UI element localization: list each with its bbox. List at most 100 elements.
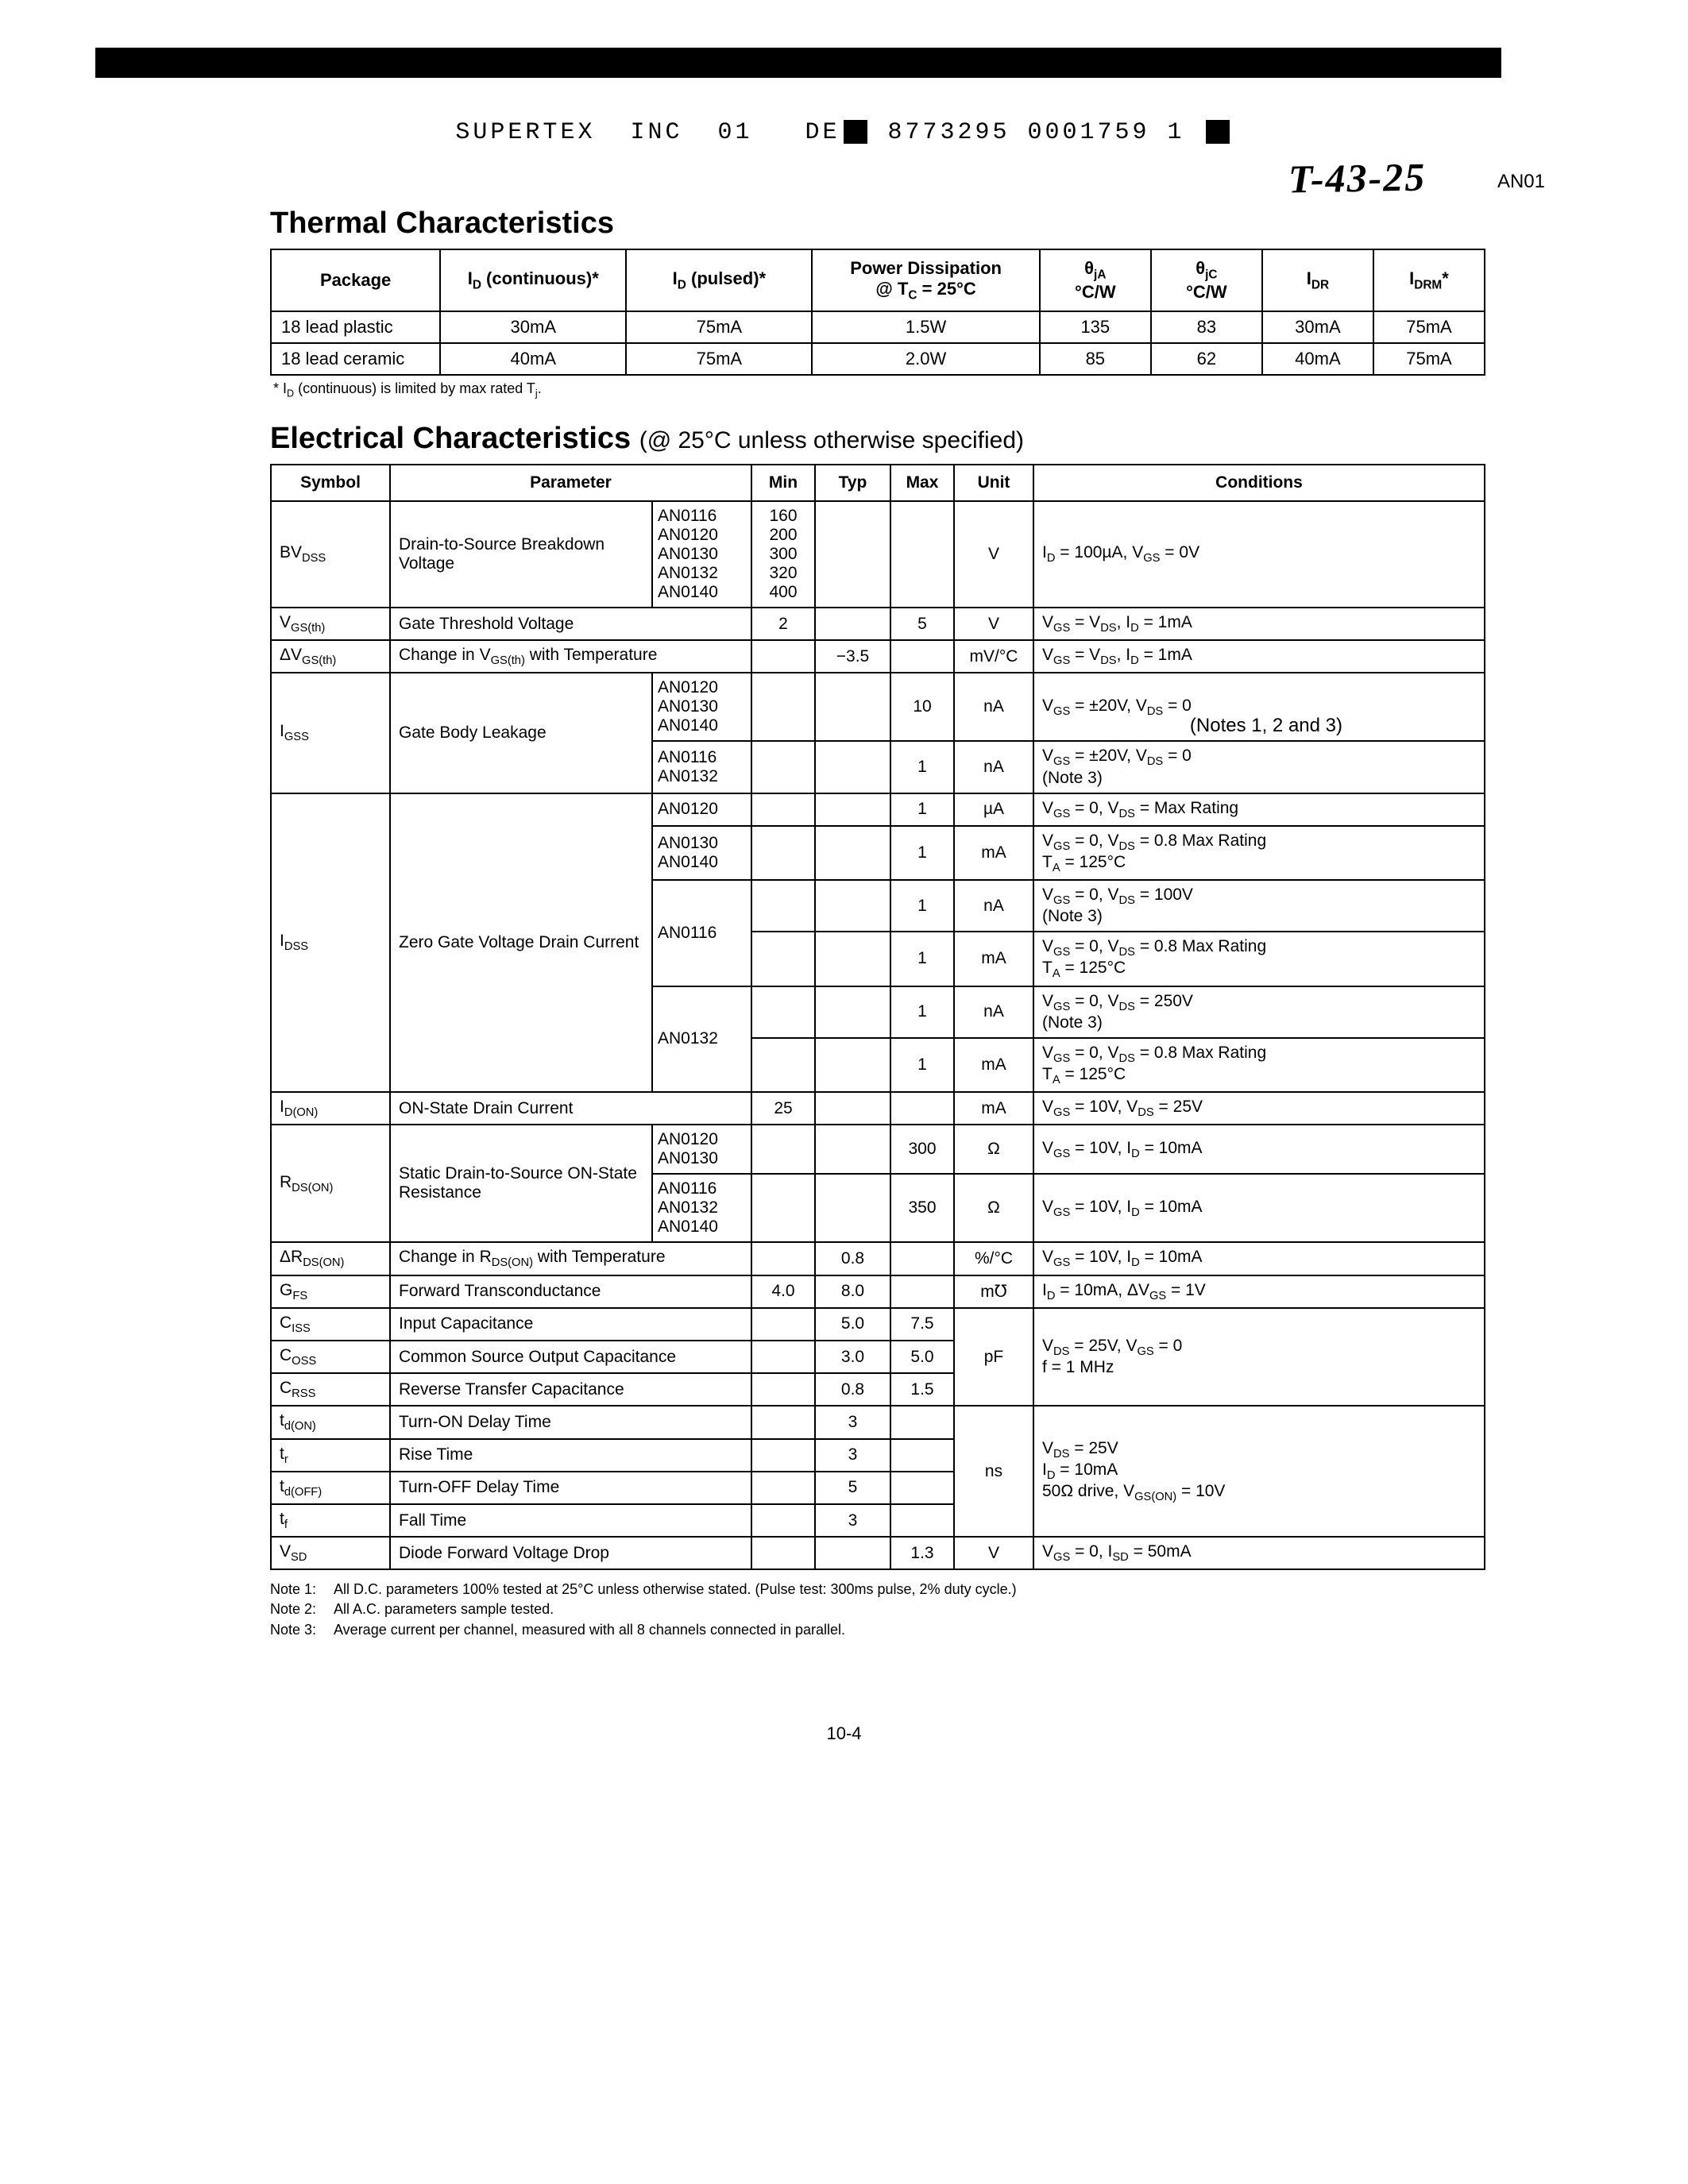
cell [890, 1275, 954, 1308]
cell: 1 [890, 793, 954, 826]
cell: VGS = 0, VDS = Max Rating [1033, 793, 1485, 826]
cell: 350 [890, 1174, 954, 1242]
cell [815, 608, 890, 640]
cell: Ω [954, 1174, 1033, 1242]
cell: VSD [271, 1537, 390, 1569]
cell: AN0116 AN0132 [652, 741, 751, 793]
cell [890, 1406, 954, 1438]
th-pd: Power Dissipation@ TC = 25°C [812, 249, 1039, 311]
cell: 160 200 300 320 400 [751, 501, 815, 608]
row-rdson-1: RDS(ON) Static Drain-to-Source ON-State … [271, 1125, 1485, 1174]
cell [815, 826, 890, 880]
cell [751, 1504, 815, 1537]
cell: 1 [890, 1038, 954, 1092]
cell: 40mA [1262, 343, 1373, 375]
cell: 25 [751, 1092, 815, 1125]
cell: mA [954, 932, 1033, 986]
cell: 85 [1040, 343, 1151, 375]
cell: Static Drain-to-Source ON-State Resistan… [390, 1125, 652, 1242]
cell: VGS = ±20V, VDS = 0(Note 3) [1033, 741, 1485, 793]
row-vgsth: VGS(th) Gate Threshold Voltage 2 5 V VGS… [271, 608, 1485, 640]
th-symbol: Symbol [271, 465, 390, 501]
cell: VDS = 25VID = 10mA50Ω drive, VGS(ON) = 1… [1033, 1406, 1485, 1537]
cell: %/°C [954, 1242, 1033, 1275]
note-2: All A.C. parameters sample tested. [334, 1601, 554, 1617]
cell: VGS = 10V, ID = 10mA [1033, 1242, 1485, 1275]
cell: AN0116 AN0132 AN0140 [652, 1174, 751, 1242]
th-unit: Unit [954, 465, 1033, 501]
cell: nA [954, 741, 1033, 793]
electrical-table: Symbol Parameter Min Typ Max Unit Condit… [270, 464, 1485, 1570]
cell: VGS = 0, ISD = 50mA [1033, 1537, 1485, 1569]
doc-an01: AN01 [1497, 171, 1545, 193]
cell: mA [954, 1038, 1033, 1092]
cell: Gate Threshold Voltage [390, 608, 751, 640]
cell: 5 [890, 608, 954, 640]
cell [751, 1038, 815, 1092]
cell: 1 [890, 880, 954, 932]
cell: V [954, 608, 1033, 640]
cell: VGS = 0, VDS = 0.8 Max RatingTA = 125°C [1033, 932, 1485, 986]
cell: tr [271, 1439, 390, 1472]
cell: CRSS [271, 1373, 390, 1406]
cell: VGS = 10V, ID = 10mA [1033, 1174, 1485, 1242]
cell: 8.0 [815, 1275, 890, 1308]
cell: VGS = VDS, ID = 1mA [1033, 640, 1485, 673]
cell: 18 lead plastic [271, 311, 440, 343]
thermal-row: 18 lead plastic 30mA 75mA 1.5W 135 83 30… [271, 311, 1485, 343]
cell: VGS = 0, VDS = 0.8 Max RatingTA = 125°C [1033, 826, 1485, 880]
cell: AN0120 [652, 793, 751, 826]
cell: AN0120 AN0130 [652, 1125, 751, 1174]
cell: 30mA [440, 311, 626, 343]
th-idr: IDR [1262, 249, 1373, 311]
cell: VGS = 10V, VDS = 25V [1033, 1092, 1485, 1125]
cell: Turn-ON Delay Time [390, 1406, 751, 1438]
cell [751, 880, 815, 932]
row-dvgsth: ΔVGS(th) Change in VGS(th) with Temperat… [271, 640, 1485, 673]
cell: nA [954, 986, 1033, 1038]
row-idss-a: IDSS Zero Gate Voltage Drain Current AN0… [271, 793, 1485, 826]
cell [751, 640, 815, 673]
cell: IGSS [271, 673, 390, 793]
cell: 1.5 [890, 1373, 954, 1406]
cell: 10 [890, 673, 954, 741]
cell: mV/°C [954, 640, 1033, 673]
cell: pF [954, 1308, 1033, 1406]
cell: 18 lead ceramic [271, 343, 440, 375]
cell: tf [271, 1504, 390, 1537]
th-typ: Typ [815, 465, 890, 501]
cell: Diode Forward Voltage Drop [390, 1537, 751, 1569]
cell [815, 501, 890, 608]
cell: Zero Gate Voltage Drain Current [390, 793, 652, 1093]
cell [815, 1125, 890, 1174]
cell [890, 640, 954, 673]
cell: AN0120 AN0130 AN0140 [652, 673, 751, 741]
cell [751, 1373, 815, 1406]
cell [815, 880, 890, 932]
cell: ON-State Drain Current [390, 1092, 751, 1125]
cell: 62 [1151, 343, 1262, 375]
cell [815, 1537, 890, 1569]
cell [815, 932, 890, 986]
cell: Turn-OFF Delay Time [390, 1472, 751, 1504]
row-idon: ID(ON) ON-State Drain Current 25 mA VGS … [271, 1092, 1485, 1125]
cell: 0.8 [815, 1242, 890, 1275]
electrical-title: Electrical Characteristics (@ 25°C unles… [270, 422, 1485, 456]
cell: IDSS [271, 793, 390, 1093]
handwritten-ref: T-43-25 [1288, 153, 1426, 202]
cell: Change in VGS(th) with Temperature [390, 640, 751, 673]
cell: ΔVGS(th) [271, 640, 390, 673]
cell: m℧ [954, 1275, 1033, 1308]
cell: V [954, 501, 1033, 608]
note-1: All D.C. parameters 100% tested at 25°C … [334, 1581, 1017, 1597]
cell: Gate Body Leakage [390, 673, 652, 793]
cell: ID(ON) [271, 1092, 390, 1125]
cell [890, 1504, 954, 1537]
cell: 1 [890, 932, 954, 986]
cell: VDS = 25V, VGS = 0f = 1 MHz [1033, 1308, 1485, 1406]
cell [751, 673, 815, 741]
electrical-title-text: Electrical Characteristics [270, 422, 631, 455]
thermal-table: Package ID (continuous)* ID (pulsed)* Po… [270, 249, 1485, 376]
cell: 1.3 [890, 1537, 954, 1569]
cell: Common Source Output Capacitance [390, 1341, 751, 1373]
